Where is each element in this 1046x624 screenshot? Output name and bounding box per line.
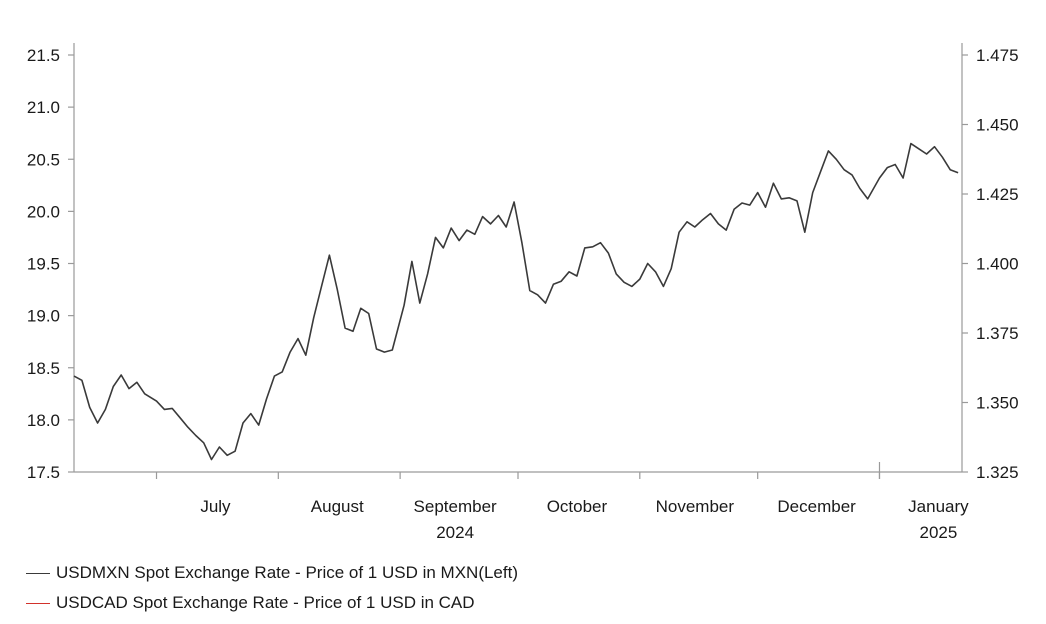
y-left-tick-label: 19.5	[27, 255, 60, 274]
y-left-tick-label: 21.5	[27, 46, 60, 65]
legend-swatch-usdcad	[26, 602, 50, 604]
y-right-tick-label: 1.425	[976, 185, 1019, 204]
y-right-tick-label: 1.325	[976, 463, 1019, 482]
y-left-tick-label: 17.5	[27, 463, 60, 482]
y-right-tick-label: 1.475	[976, 46, 1019, 65]
y-left-tick-label: 18.0	[27, 411, 60, 430]
y-left-tick-label: 20.0	[27, 202, 60, 221]
y-left-tick-label: 20.5	[27, 150, 60, 169]
legend-label-usdmxn: USDMXN Spot Exchange Rate - Price of 1 U…	[56, 563, 518, 582]
y-left-tick-label: 18.5	[27, 359, 60, 378]
legend-label-usdcad: USDCAD Spot Exchange Rate - Price of 1 U…	[56, 593, 475, 612]
legend-item-usdmxn: USDMXN Spot Exchange Rate - Price of 1 U…	[26, 558, 518, 588]
x-year-label: 2025	[920, 523, 958, 542]
x-month-label: August	[311, 497, 364, 516]
y-left-tick-label: 21.0	[27, 98, 60, 117]
x-month-label: October	[547, 497, 608, 516]
y-right-tick-label: 1.350	[976, 394, 1019, 413]
x-month-label: December	[777, 497, 856, 516]
legend-item-usdcad: USDCAD Spot Exchange Rate - Price of 1 U…	[26, 588, 518, 618]
x-month-label: January	[908, 497, 969, 516]
x-month-label: November	[656, 497, 735, 516]
y-left-tick-label: 19.0	[27, 307, 60, 326]
y-right-tick-label: 1.450	[976, 116, 1019, 135]
x-year-label: 2024	[436, 523, 474, 542]
legend-swatch-usdmxn	[26, 572, 50, 574]
legend: USDMXN Spot Exchange Rate - Price of 1 U…	[26, 558, 518, 618]
y-right-tick-label: 1.400	[976, 255, 1019, 274]
y-right-tick-labels: 1.325 1.350 1.375 1.400 1.425 1.450 1.475	[976, 46, 1019, 482]
series-lines	[73, 142, 959, 461]
x-month-label: September	[414, 497, 497, 516]
x-axis-labels: July August September October November Decemb…	[200, 497, 969, 542]
y-left-tick-labels: 17.5 18.0 18.5 19.0 19.5 20.0 20.5 21.0 21.5	[27, 46, 60, 482]
series-line-usdmxn	[73, 142, 959, 461]
x-month-label: July	[200, 497, 231, 516]
y-right-tick-label: 1.375	[976, 324, 1019, 343]
axes	[68, 43, 968, 479]
